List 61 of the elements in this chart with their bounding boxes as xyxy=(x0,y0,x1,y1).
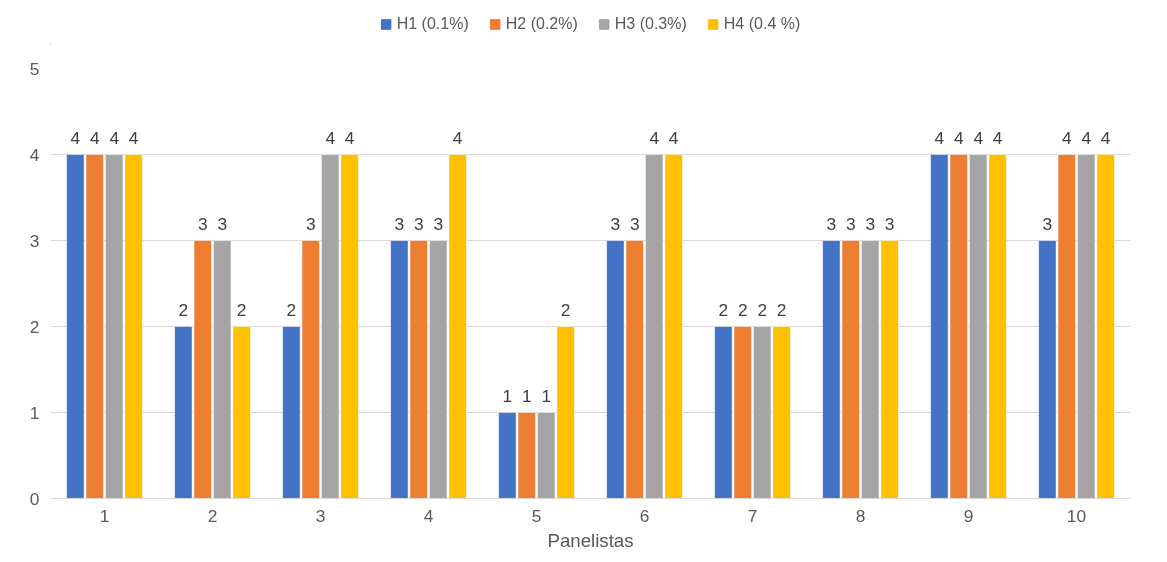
data-label: 3 xyxy=(413,214,424,235)
data-label: 4 xyxy=(1061,128,1072,149)
data-label: 1 xyxy=(541,386,552,407)
data-label: 3 xyxy=(305,214,316,235)
data-label: 4 xyxy=(109,128,120,149)
data-label: 2 xyxy=(737,300,748,321)
legend-label: H4 (0.4 %) xyxy=(723,15,801,33)
data-label: 4 xyxy=(344,128,355,149)
data-label: 4 xyxy=(992,128,1003,149)
y-tick-label: 5 xyxy=(29,58,40,79)
y-tick-label: 1 xyxy=(29,402,40,423)
data-label: 3 xyxy=(433,214,444,235)
legend-label: H1 (0.1%) xyxy=(396,15,469,33)
x-axis-title: Panelistas xyxy=(547,529,634,551)
data-label: 2 xyxy=(236,300,247,321)
y-tick-label: 2 xyxy=(29,316,40,337)
data-label: 4 xyxy=(973,128,984,149)
x-tick-label: 6 xyxy=(639,505,650,526)
data-label: 2 xyxy=(757,300,768,321)
data-label: 4 xyxy=(1081,128,1092,149)
data-label: 3 xyxy=(845,214,856,235)
data-label: 2 xyxy=(178,300,189,321)
data-label: 2 xyxy=(718,300,729,321)
data-label: 2 xyxy=(286,300,297,321)
data-label: 3 xyxy=(865,214,876,235)
data-label: 3 xyxy=(610,214,621,235)
x-tick-label: 1 xyxy=(99,505,110,526)
data-label: 4 xyxy=(128,128,139,149)
x-tick-label: 8 xyxy=(855,505,866,526)
legend-label: H3 (0.3%) xyxy=(614,15,687,33)
data-label: 2 xyxy=(776,300,787,321)
x-tick-label: 5 xyxy=(531,505,542,526)
y-tick-label: 0 xyxy=(29,488,40,509)
data-label: 3 xyxy=(217,214,228,235)
data-label: 4 xyxy=(89,128,100,149)
data-label: 4 xyxy=(668,128,679,149)
data-label: 4 xyxy=(934,128,945,149)
y-tick-label: 3 xyxy=(29,230,40,251)
data-label: 4 xyxy=(70,128,81,149)
data-label: 3 xyxy=(884,214,895,235)
x-tick-label: 3 xyxy=(315,505,326,526)
data-label: 4 xyxy=(953,128,964,149)
data-label: 4 xyxy=(649,128,660,149)
x-tick-label: 9 xyxy=(963,505,974,526)
legend-label: H2 (0.2%) xyxy=(505,15,578,33)
data-label: 3 xyxy=(826,214,837,235)
data-label: 3 xyxy=(197,214,208,235)
data-label: 3 xyxy=(394,214,405,235)
x-tick-label: 7 xyxy=(747,505,758,526)
data-label: 1 xyxy=(521,386,532,407)
data-label: 4 xyxy=(452,128,463,149)
data-label: 1 xyxy=(502,386,513,407)
x-tick-label: 10 xyxy=(1066,505,1087,526)
y-tick-label: 4 xyxy=(29,144,40,165)
data-label: 3 xyxy=(629,214,640,235)
x-tick-label: 2 xyxy=(207,505,218,526)
data-label: 2 xyxy=(560,300,571,321)
data-label: 3 xyxy=(1042,214,1053,235)
data-label: 4 xyxy=(325,128,336,149)
x-tick-label: 4 xyxy=(423,505,434,526)
data-label: 4 xyxy=(1100,128,1111,149)
